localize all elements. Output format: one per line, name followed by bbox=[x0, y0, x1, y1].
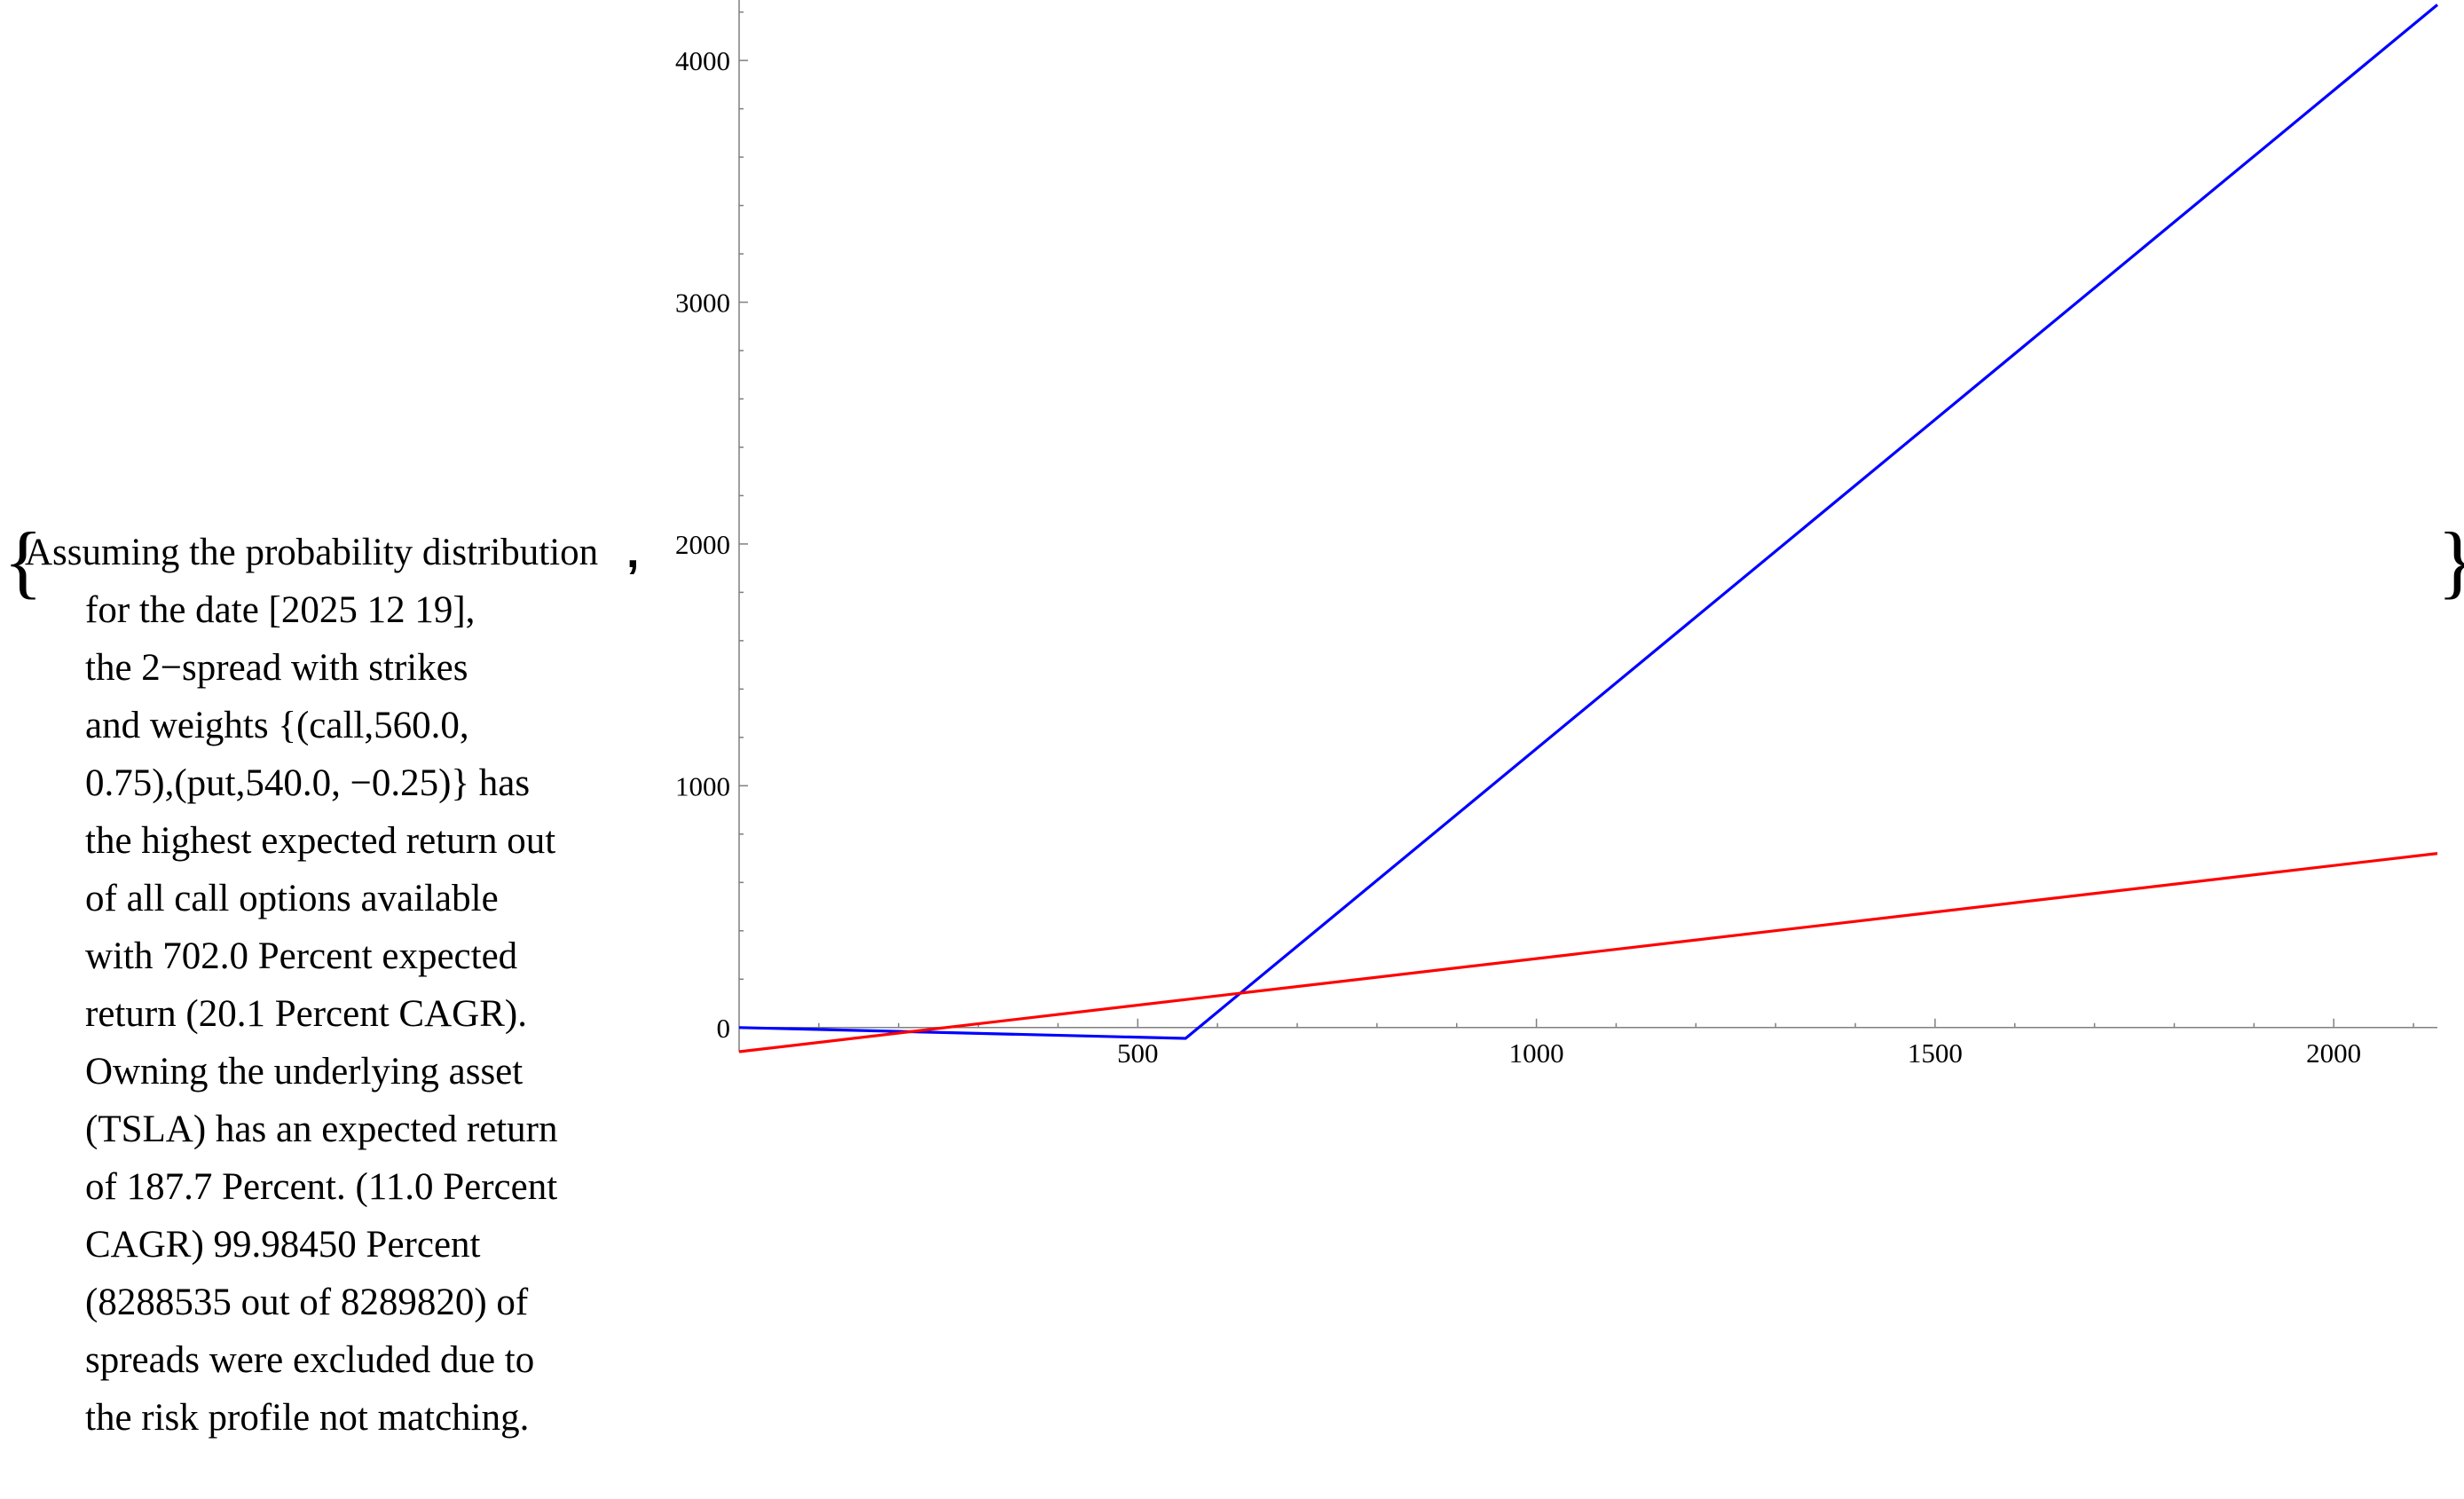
right-brace: } bbox=[2437, 520, 2464, 602]
chart-ticks: 500 1000 1500 2000 0 1000 2000 3000 4000 bbox=[675, 11, 2414, 1069]
chart-axes bbox=[738, 0, 2437, 1052]
x-tick-label: 1500 bbox=[1908, 1037, 1963, 1069]
y-tick-label: 0 bbox=[717, 1013, 731, 1044]
series-line-2 bbox=[738, 852, 2438, 1053]
y-tick-label: 2000 bbox=[675, 529, 730, 560]
series-line-1 bbox=[738, 4, 2439, 1040]
description-line: the 2−spread with strikes bbox=[85, 647, 468, 689]
description-line: 0.75),(put,540.0, −0.25)} has bbox=[85, 762, 531, 804]
description-line: of all call options available bbox=[85, 878, 499, 919]
description-line: of 187.7 Percent. (11.0 Percent bbox=[85, 1166, 558, 1208]
x-tick-label: 500 bbox=[1117, 1037, 1159, 1069]
y-tick-label: 3000 bbox=[675, 288, 730, 319]
result-description: Assuming the probability distribution fo… bbox=[25, 524, 598, 1447]
description-line: (8288535 out of 8289820) of bbox=[85, 1282, 529, 1323]
left-brace: { bbox=[4, 516, 43, 606]
description-line: spreads were excluded due to bbox=[85, 1339, 535, 1381]
description-line: and weights {(call,560.0, bbox=[85, 705, 469, 746]
description-line: Assuming the probability distribution bbox=[25, 532, 599, 573]
list-separator: , bbox=[626, 526, 640, 578]
description-line: the risk profile not matching. bbox=[85, 1397, 530, 1439]
description-line: (TSLA) has an expected return bbox=[85, 1108, 558, 1150]
description-line: the highest expected return out bbox=[85, 820, 556, 862]
description-line: for the date [2025 12 19], bbox=[85, 589, 476, 631]
x-tick-label: 1000 bbox=[1509, 1037, 1564, 1069]
description-line: with 702.0 Percent expected bbox=[85, 935, 518, 977]
y-tick-label: 4000 bbox=[675, 45, 730, 76]
description-line: return (20.1 Percent CAGR). bbox=[85, 993, 527, 1035]
y-tick-label: 1000 bbox=[675, 770, 730, 801]
description-line: Owning the underlying asset bbox=[85, 1051, 524, 1093]
chart-series bbox=[738, 4, 2439, 1053]
x-tick-label: 2000 bbox=[2306, 1037, 2361, 1069]
description-line: CAGR) 99.98450 Percent bbox=[85, 1224, 481, 1266]
